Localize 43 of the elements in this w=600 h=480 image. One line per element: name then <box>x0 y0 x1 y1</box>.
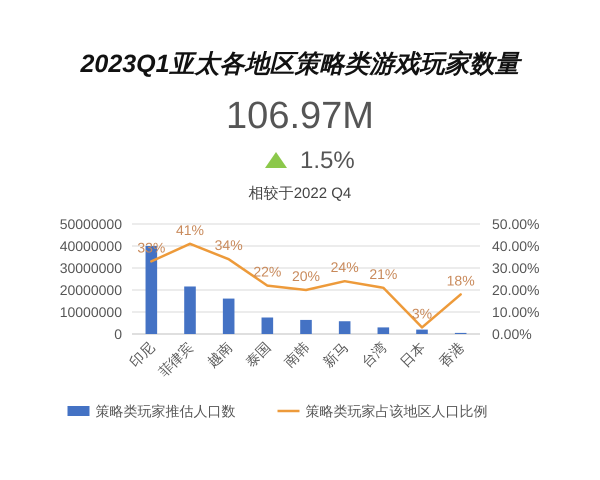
data-label: 21% <box>369 266 398 282</box>
data-label: 20% <box>292 268 320 284</box>
data-label: 22% <box>253 264 282 280</box>
x-tick-label: 台湾 <box>358 338 390 370</box>
y-tick-label: 20000000 <box>60 282 122 298</box>
x-tick-label: 越南 <box>204 338 235 370</box>
x-tick-label: 印尼 <box>126 338 158 370</box>
y-tick-label: 10000000 <box>60 304 122 320</box>
bar <box>338 321 350 334</box>
x-tick-label: 菲律宾 <box>155 338 196 380</box>
bar <box>378 327 390 334</box>
data-label: 34% <box>214 237 243 254</box>
y2-tick-label: 10.00% <box>492 304 540 320</box>
bar <box>184 286 196 334</box>
data-label: 18% <box>446 272 475 288</box>
x-tick-label: 南韩 <box>281 338 312 370</box>
data-label: 3% <box>412 305 432 322</box>
x-tick-label: 日本 <box>397 338 428 370</box>
text: 1.5% <box>300 147 355 174</box>
x-tick-label: 泰国 <box>242 338 274 370</box>
x-tick-label: 香港 <box>436 338 467 370</box>
y-tick-label: 50000000 <box>60 216 122 232</box>
legend-label: 策略类玩家占该地区人口比例 <box>306 403 488 419</box>
data-label: 33% <box>137 239 166 256</box>
bar <box>300 320 312 334</box>
y-tick-label: 30000000 <box>60 260 122 276</box>
legend-label: 策略类玩家推估人口数 <box>96 403 236 419</box>
bar <box>262 318 274 334</box>
y2-tick-label: 30.00% <box>492 260 540 276</box>
chart-title: 2023Q1亚太各地区策略类游戏玩家数量 <box>80 50 522 78</box>
data-label: 24% <box>330 259 359 276</box>
bar <box>222 298 234 334</box>
y2-tick-label: 0.00% <box>492 326 532 342</box>
chart-subtitle: 106.97M <box>226 95 374 137</box>
y-tick-label: 0 <box>114 326 122 342</box>
bar <box>416 330 428 334</box>
text: 相较于2022 Q4 <box>248 185 352 202</box>
x-tick-label: 新马 <box>320 338 351 370</box>
y2-tick-label: 50.00% <box>492 216 540 232</box>
data-label: 41% <box>176 222 204 238</box>
y2-tick-label: 40.00% <box>492 238 540 254</box>
y-tick-label: 40000000 <box>60 238 122 254</box>
y2-tick-label: 20.00% <box>492 282 540 298</box>
